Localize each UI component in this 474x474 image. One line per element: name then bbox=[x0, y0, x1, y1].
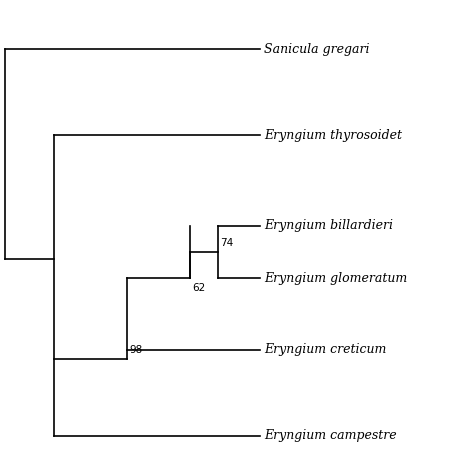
Text: Eryngium campestre: Eryngium campestre bbox=[264, 429, 396, 442]
Text: Eryngium billardieri: Eryngium billardieri bbox=[264, 219, 393, 232]
Text: 62: 62 bbox=[192, 283, 205, 293]
Text: Eryngium thyrosoidet: Eryngium thyrosoidet bbox=[264, 128, 402, 142]
Text: Eryngium glomeratum: Eryngium glomeratum bbox=[264, 272, 407, 285]
Text: 74: 74 bbox=[220, 237, 233, 247]
Text: 98: 98 bbox=[129, 345, 142, 355]
Text: Eryngium creticum: Eryngium creticum bbox=[264, 344, 386, 356]
Text: Sanicula gregari: Sanicula gregari bbox=[264, 43, 369, 55]
